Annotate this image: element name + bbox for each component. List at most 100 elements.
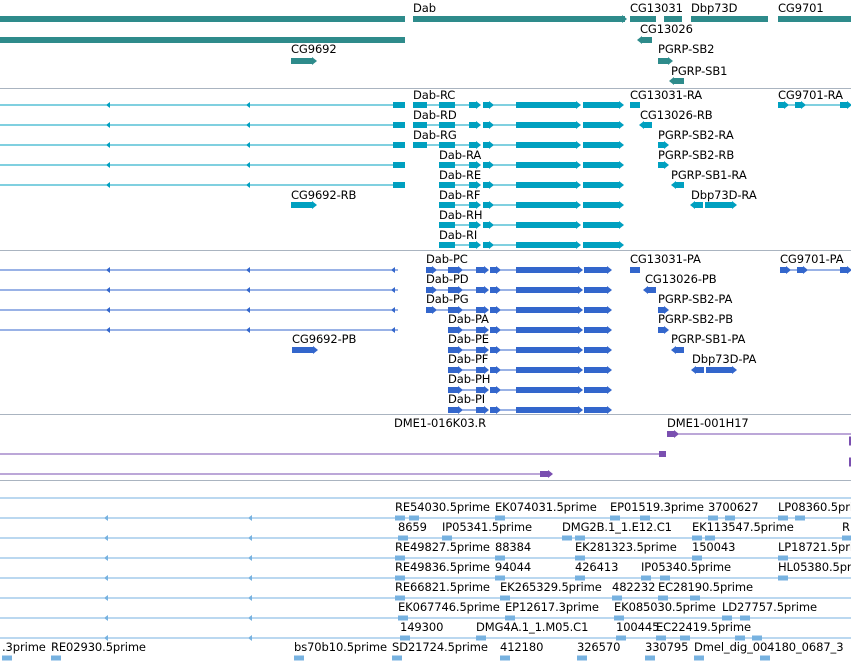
- est-label[interactable]: RE49836.5prime: [395, 560, 490, 574]
- transcript-label[interactable]: PGRP-SB1-RA: [671, 168, 747, 182]
- est-label[interactable]: HL05380.5prime: [778, 560, 851, 574]
- est-label[interactable]: SD21724.5prime: [392, 640, 488, 654]
- protein-label[interactable]: Dab-PF: [448, 352, 489, 366]
- protein-label[interactable]: Dab-PD: [426, 272, 469, 286]
- transcript-label[interactable]: Dab-RH: [439, 208, 483, 222]
- est-label[interactable]: DMG2B.1_1.E12.C1: [562, 520, 672, 534]
- est-block: [575, 575, 585, 581]
- exon-block: [840, 102, 847, 108]
- est-label[interactable]: EK074031.5prime: [495, 500, 597, 514]
- protein-label[interactable]: Dab-PG: [426, 292, 469, 306]
- transcript-label[interactable]: PGRP-SB2-RB: [658, 148, 735, 162]
- protein-label[interactable]: CG13031-PA: [630, 252, 701, 266]
- transcript-label[interactable]: Dab-RC: [413, 88, 456, 102]
- transcript-label[interactable]: PGRP-SB2-RA: [658, 128, 734, 142]
- gene-label[interactable]: Dbp73D: [691, 1, 738, 15]
- est-label[interactable]: RE02930.5prime: [51, 640, 146, 654]
- clone-label[interactable]: DME1-016K03.R: [394, 416, 486, 430]
- est-block: [752, 635, 762, 641]
- exon-block: [583, 142, 615, 148]
- gene-label[interactable]: CG13026: [640, 22, 693, 36]
- est-block: [842, 535, 851, 541]
- est-label[interactable]: 326570: [577, 640, 621, 654]
- protein-label[interactable]: Dab-PH: [448, 372, 491, 386]
- transcript-label[interactable]: Dab-RF: [439, 188, 481, 202]
- est-label[interactable]: bs70b10.5prime: [294, 640, 387, 654]
- gene-label[interactable]: Dab: [413, 1, 436, 15]
- est-label[interactable]: EK281323.5prime: [575, 540, 677, 554]
- est-label[interactable]: 100445: [616, 620, 660, 634]
- est-label[interactable]: IP05341.5prime: [442, 520, 532, 534]
- est-label[interactable]: EC28190.5prime: [658, 580, 753, 594]
- transcript-label[interactable]: CG9692-RB: [291, 188, 357, 202]
- transcript-label[interactable]: CG13031-RA: [630, 88, 703, 102]
- est-label[interactable]: 426413: [575, 560, 619, 574]
- est-label[interactable]: RE66821.5prime: [395, 580, 490, 594]
- est-label[interactable]: 94044: [495, 560, 532, 574]
- est-label[interactable]: LP18721.5prime: [778, 540, 851, 554]
- strand-arrow-right: [659, 451, 663, 457]
- est-label[interactable]: RE54030.5prime: [395, 500, 490, 514]
- protein-label[interactable]: Dab-PE: [448, 332, 489, 346]
- est-label[interactable]: Dmel_dig_004180_0687_3: [694, 640, 844, 654]
- strand-arrow-left: [246, 102, 250, 108]
- transcript-label[interactable]: Dab-RG: [413, 128, 457, 142]
- protein-label[interactable]: CG9692-PB: [292, 332, 357, 346]
- exon-block: [696, 367, 704, 373]
- est-label[interactable]: LD27757.5prime: [722, 600, 817, 614]
- transcript-label[interactable]: Dab-RI: [439, 228, 478, 242]
- est-label[interactable]: 88384: [495, 540, 532, 554]
- protein-label[interactable]: CG9701-PA: [780, 252, 844, 266]
- est-label[interactable]: EP01519.3prime: [610, 500, 704, 514]
- est-label[interactable]: 482232: [612, 580, 656, 594]
- strand-arrow-right: [619, 241, 624, 249]
- transcript-label[interactable]: CG9701-RA: [778, 88, 843, 102]
- protein-label[interactable]: Dbp73D-PA: [692, 352, 757, 366]
- est-label[interactable]: 3700627: [708, 500, 759, 514]
- transcript-label[interactable]: Dab-RA: [439, 148, 482, 162]
- est-label[interactable]: .3prime: [2, 640, 46, 654]
- strand-arrow-left: [104, 595, 108, 601]
- strand-arrow-right: [630, 267, 634, 273]
- est-label[interactable]: IP05340.5prime: [641, 560, 731, 574]
- gene-label[interactable]: CG13031: [630, 1, 683, 15]
- gene-label[interactable]: CG9701: [778, 1, 824, 15]
- est-label[interactable]: 150043: [692, 540, 736, 554]
- transcript-label[interactable]: Dab-RD: [413, 108, 457, 122]
- protein-label[interactable]: Dab-PC: [426, 252, 468, 266]
- transcript-label[interactable]: CG13026-RB: [640, 108, 713, 122]
- est-label[interactable]: LP08360.5prime: [778, 500, 851, 514]
- est-label[interactable]: R: [842, 520, 850, 534]
- exon-block: [612, 242, 619, 248]
- protein-label[interactable]: PGRP-SB2-PB: [658, 312, 734, 326]
- gene-label[interactable]: PGRP-SB2: [658, 42, 715, 56]
- est-label[interactable]: 8659: [398, 520, 427, 534]
- protein-label[interactable]: Dab-PA: [448, 312, 489, 326]
- protein-label[interactable]: PGRP-SB2-PA: [658, 292, 733, 306]
- est-label[interactable]: EK113547.5prime: [692, 520, 794, 534]
- transcript-label[interactable]: Dbp73D-RA: [691, 188, 757, 202]
- est-label[interactable]: 412180: [500, 640, 544, 654]
- exon-block: [566, 287, 578, 293]
- est-block: [641, 575, 651, 581]
- est-label[interactable]: DMG4A.1_1.M05.C1: [476, 620, 589, 634]
- est-label[interactable]: EC22419.5prime: [656, 620, 751, 634]
- est-label[interactable]: EK067746.5prime: [398, 600, 500, 614]
- gene-label[interactable]: PGRP-SB1: [671, 64, 728, 78]
- est-label[interactable]: EP12617.3prime: [505, 600, 599, 614]
- exon-block: [516, 242, 564, 248]
- protein-label[interactable]: PGRP-SB1-PA: [671, 332, 746, 346]
- protein-label[interactable]: CG13026-PB: [645, 272, 717, 286]
- est-label[interactable]: EK265329.5prime: [500, 580, 602, 594]
- clone-label[interactable]: DME1-001H17: [667, 416, 749, 430]
- transcript-label[interactable]: Dab-RE: [439, 168, 482, 182]
- est-label[interactable]: EK085030.5prime: [614, 600, 716, 614]
- est-label[interactable]: RE49827.5prime: [395, 540, 490, 554]
- gene-label[interactable]: CG9692: [291, 42, 337, 56]
- est-block: [692, 535, 702, 541]
- est-label[interactable]: 330795: [645, 640, 689, 654]
- est-label[interactable]: 149300: [400, 620, 444, 634]
- protein-label[interactable]: Dab-PI: [448, 392, 486, 406]
